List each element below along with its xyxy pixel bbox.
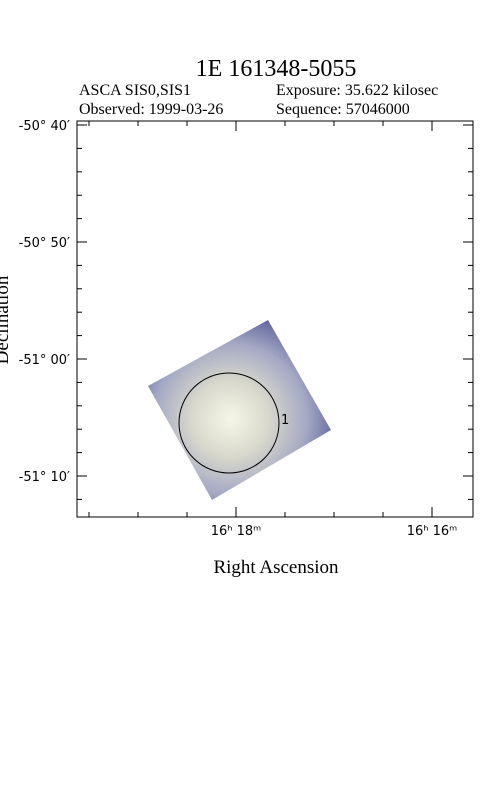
- x-axis-label: Right Ascension: [213, 557, 339, 578]
- y-tick-label: -51° 10′: [19, 470, 70, 485]
- y-axis-label: Declination: [0, 275, 13, 364]
- observed: Observed: 1999-03-26: [79, 101, 223, 118]
- instrument: ASCA SIS0,SIS1: [79, 82, 191, 99]
- sequence: Sequence: 57046000: [276, 101, 410, 118]
- image: [148, 320, 331, 500]
- y-tick-label: -50° 50′: [19, 236, 70, 251]
- region-circle: [178, 372, 280, 474]
- y-tick-label: -51° 00′: [19, 353, 70, 368]
- ticks: [77, 121, 473, 517]
- title: 1E 161348-5055: [196, 56, 357, 82]
- plot-frame: [76, 120, 474, 518]
- x-tick-label: 16ʰ 16ᵐ: [407, 524, 458, 539]
- region-label: 1: [281, 413, 289, 428]
- x-tick-label: 16ʰ 18ᵐ: [211, 524, 262, 539]
- exposure: Exposure: 35.622 kilosec: [276, 82, 438, 99]
- y-tick-label: -50° 40′: [19, 119, 70, 134]
